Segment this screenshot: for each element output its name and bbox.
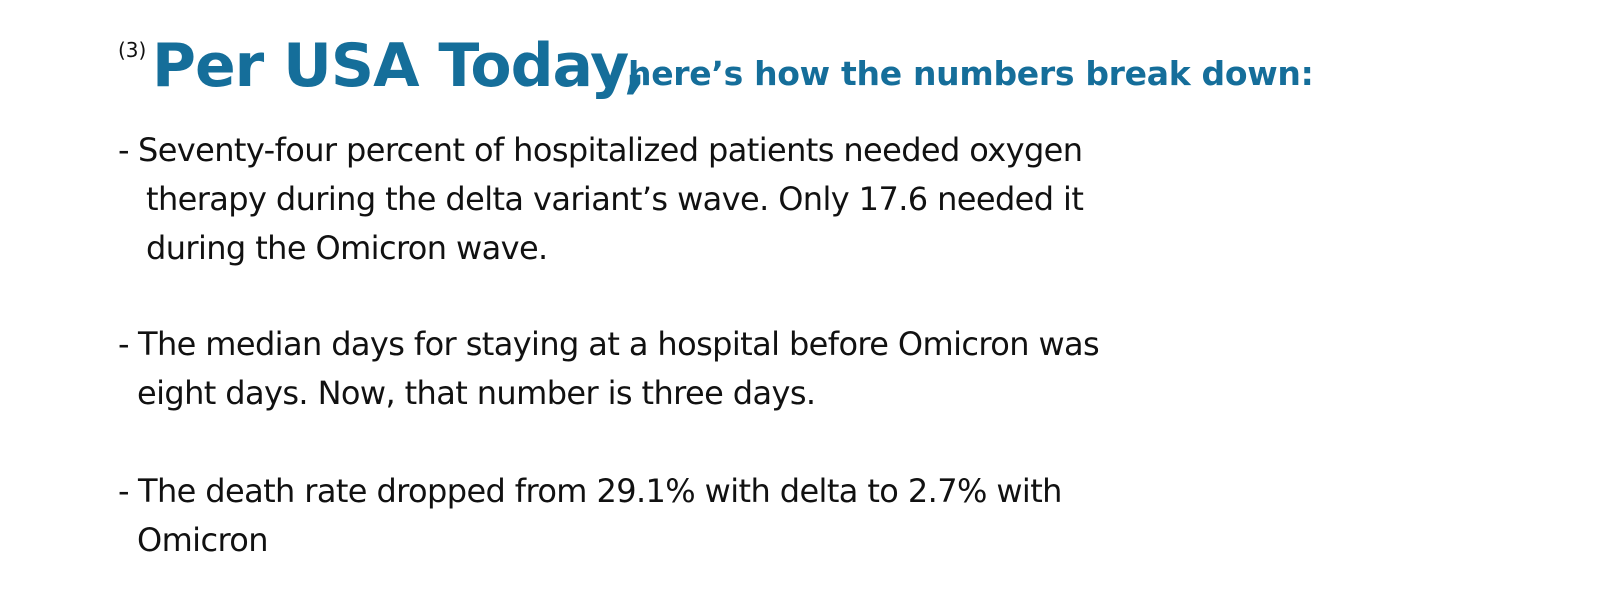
bullet-marker: - [118, 472, 130, 510]
bullet-line: therapy during the delta variant’s wave.… [146, 180, 1084, 218]
bullet-text: The death rate dropped from 29.1% with d… [138, 472, 1062, 510]
bullet-text: The median days for staying at a hospita… [138, 325, 1100, 363]
bullet-item: - The death rate dropped from 29.1% with … [118, 467, 1062, 565]
bullet-text: Seventy-four percent of hospitalized pat… [138, 131, 1083, 169]
bullet-line: during the Omicron wave. [146, 229, 548, 267]
bullet-line: Omicron [137, 521, 269, 559]
bullet-marker: - [118, 325, 130, 363]
bullet-item: - Seventy-four percent of hospitalized pa… [118, 126, 1084, 273]
slide-title: Per USA Today, [152, 31, 646, 101]
slide-subtitle: here’s how the numbers break down: [628, 54, 1314, 93]
bullet-marker: - [118, 131, 130, 169]
reference-marker: (3) [118, 38, 147, 62]
bullet-line: - Seventy-four percent of hospitalized pa… [118, 126, 1083, 175]
bullet-item: - The median days for staying at a hospit… [118, 320, 1100, 418]
bullet-line: - The median days for staying at a hospit… [118, 320, 1100, 369]
bullet-line: - The death rate dropped from 29.1% with … [118, 467, 1062, 516]
bullet-line: eight days. Now, that number is three da… [137, 374, 816, 412]
